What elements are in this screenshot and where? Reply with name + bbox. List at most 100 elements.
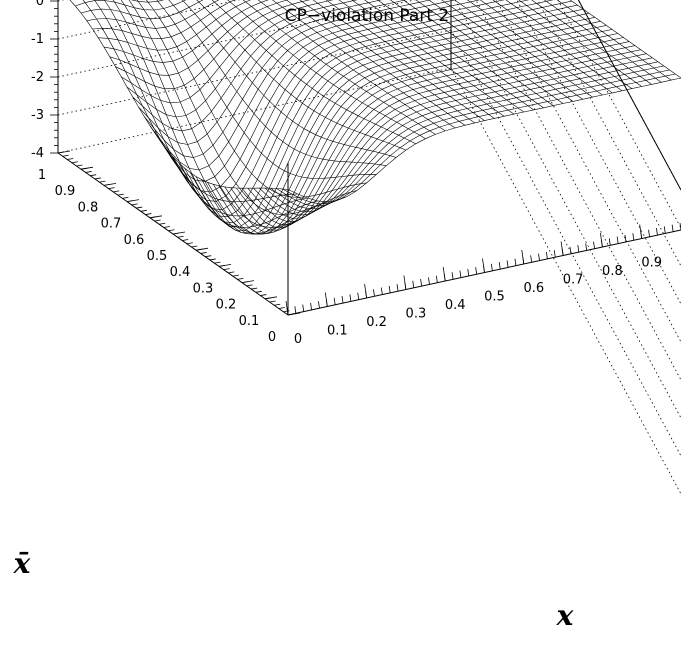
x-minor-tick [318, 301, 320, 309]
mesh-line-x [428, 0, 574, 102]
y-minor-tick [177, 235, 184, 238]
x-minor-tick [388, 285, 391, 293]
mesh-line-y [224, 33, 618, 233]
x-minor-tick [349, 294, 352, 302]
x-minor-tick [656, 228, 658, 236]
y-minor-tick [136, 206, 143, 209]
y-minor-tick [172, 232, 180, 235]
y-minor-tick [251, 287, 258, 290]
z-tick-label: -4 [31, 146, 44, 161]
mesh-line-x [389, 0, 544, 109]
mesh-line-x [272, 0, 456, 129]
y-minor-tick [122, 196, 129, 199]
z-tick-label: -2 [31, 70, 44, 85]
y-minor-tick [246, 284, 253, 287]
x-minor-tick [443, 273, 446, 282]
x-minor-tick [514, 258, 517, 266]
y-minor-tick [71, 161, 78, 164]
y-minor-tick [94, 177, 101, 180]
x-tick-label: 0.3 [406, 307, 427, 322]
y-minor-tick [287, 313, 295, 316]
mesh-line-x [518, 0, 642, 87]
x-minor-tick [475, 267, 478, 275]
x-axis-label: x [556, 599, 574, 632]
mesh-line-y [130, 0, 165, 3]
z-tick-label: -1 [31, 32, 44, 47]
x-minor-tick [333, 297, 336, 305]
x-minor-tick [577, 245, 580, 253]
x-tick-label: 0.7 [563, 273, 584, 288]
x-minor-tick [601, 239, 603, 248]
y-minor-tick [108, 187, 115, 190]
mesh-line-x [112, 0, 328, 235]
y-tick-label: 0.5 [147, 249, 168, 264]
mesh-line-x [69, 0, 289, 190]
mesh-line-x [492, 0, 623, 92]
y-tick-label: 0.9 [55, 184, 76, 199]
y-minor-tick [117, 193, 124, 196]
mesh-line-x [94, 0, 308, 217]
x-minor-tick [404, 282, 407, 290]
y-minor-tick [85, 171, 92, 173]
z-gridlines [57, 0, 681, 495]
back-right-top-edge [577, 0, 681, 191]
mesh-line-y [92, 0, 235, 40]
mesh-line-y [195, 12, 590, 231]
mesh-line-x [466, 0, 603, 96]
y-minor-tick [103, 184, 111, 186]
mesh-line-y [155, 0, 481, 182]
y-minor-tick [126, 200, 134, 202]
y-minor-tick [57, 151, 65, 154]
x-minor-tick [506, 260, 509, 268]
surface-mesh [69, 0, 681, 235]
z-gridline-back [57, 29, 452, 116]
y-minor-tick [80, 167, 88, 170]
y-minor-tick [223, 268, 230, 271]
y-minor-tick [186, 242, 193, 245]
x-tick-label: 0.1 [327, 324, 348, 339]
y-minor-tick [232, 274, 239, 277]
x-minor-tick [561, 248, 564, 256]
z-tick-label: 0 [36, 0, 44, 9]
x-tick-label: 0.5 [484, 290, 505, 305]
mesh-line-y [103, 0, 269, 63]
y-tick-label: 0.2 [216, 298, 237, 313]
y-minor-tick [200, 252, 207, 254]
mesh-line-x [257, 0, 446, 132]
x-minor-tick [483, 265, 485, 273]
x-axis: 0 0.1 0.2 0.3 0.4 0.5 0.6 0.7 0.8 0.9 [285, 222, 681, 347]
y-minor-tick [62, 154, 69, 157]
mesh-line-y [80, 0, 204, 20]
mesh-line-x [156, 0, 377, 179]
x-minor-tick [608, 238, 611, 246]
mesh-line-x [145, 0, 367, 198]
y-minor-tick [163, 226, 170, 228]
mesh-line-y [98, 0, 252, 51]
mesh-line-y [115, 0, 310, 90]
y-minor-tick [274, 303, 281, 306]
y-tick-label: 0.3 [193, 281, 214, 296]
x-minor-tick [396, 284, 399, 292]
x-minor-tick [522, 256, 525, 265]
x-minor-tick [435, 275, 438, 283]
mesh-line-x [120, 0, 338, 235]
x-tick-label: 0.8 [602, 264, 623, 279]
y-minor-tick [113, 190, 120, 193]
mesh-line-x [543, 0, 662, 83]
chart-title: CP−violation Part 2 [285, 6, 449, 26]
y-minor-tick [214, 261, 221, 264]
y-minor-tick [191, 245, 198, 248]
mesh-line-x [285, 0, 466, 126]
y-minor-tick [218, 265, 226, 267]
mesh-line-x [103, 0, 318, 228]
x-minor-tick [640, 231, 643, 239]
x-minor-tick [325, 299, 328, 307]
x-minor-tick [467, 268, 470, 276]
x-minor-tick [545, 251, 548, 259]
x-minor-tick [593, 241, 595, 249]
y-tick-label: 1 [38, 168, 46, 183]
mesh-line-x [415, 0, 564, 104]
y-axis: 0 0.10.20.30.40.50.60.70.80.9 1 [38, 150, 301, 345]
y-minor-tick [209, 258, 216, 261]
